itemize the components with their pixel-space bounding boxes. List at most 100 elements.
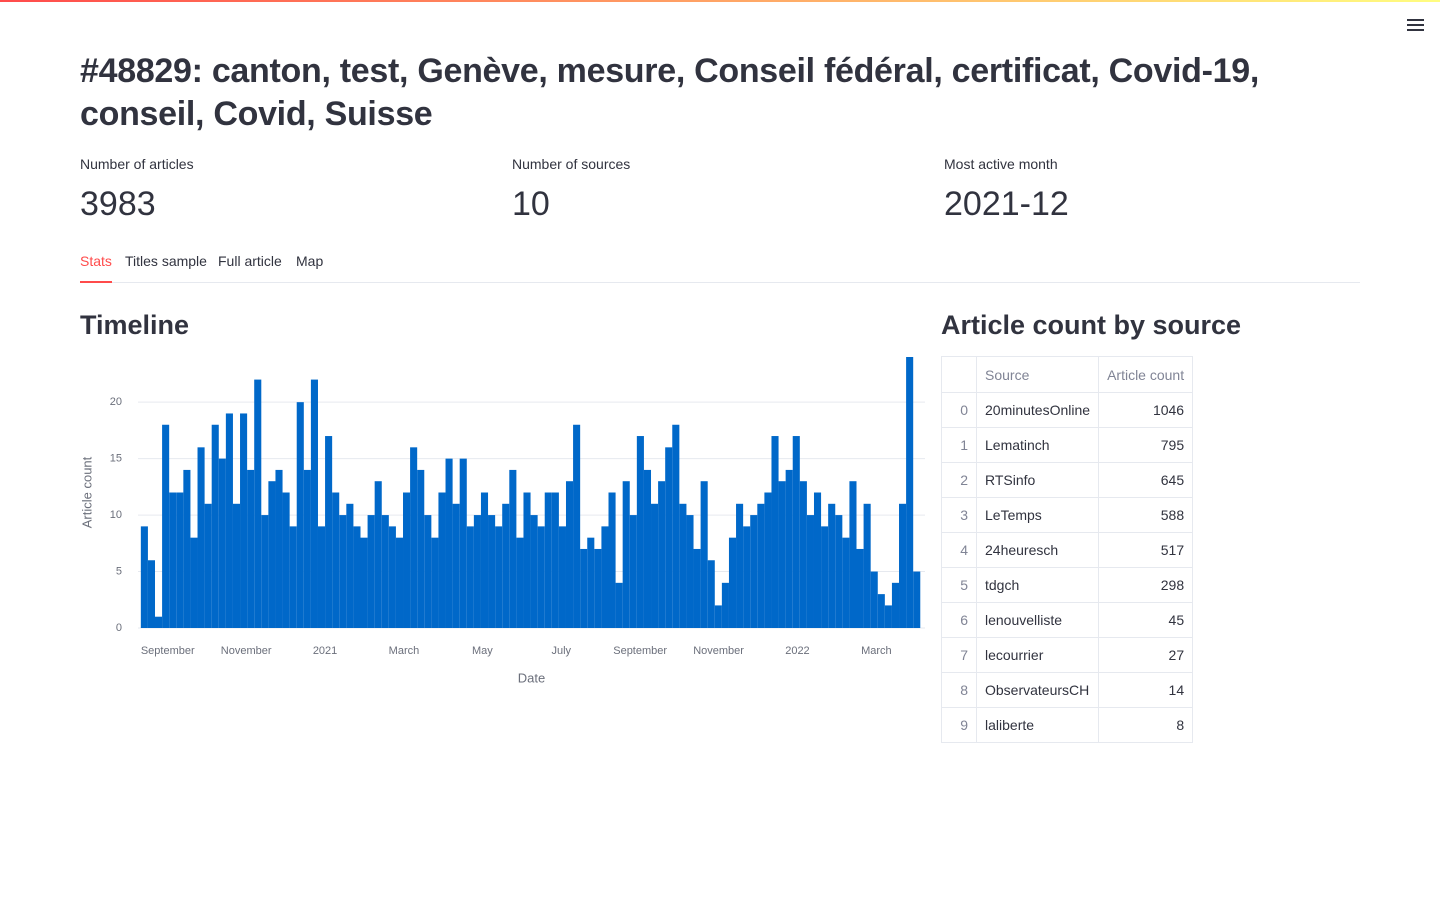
bar xyxy=(417,469,425,628)
bar xyxy=(665,447,673,628)
bar xyxy=(325,436,333,628)
tab[interactable]: Stats xyxy=(80,252,112,283)
bar xyxy=(516,537,524,628)
table-cell: 8 xyxy=(1098,707,1194,743)
bar xyxy=(651,503,659,628)
bar xyxy=(558,526,566,628)
y-tick-label: 0 xyxy=(116,622,122,634)
table-row: 7 lecourrier 27 xyxy=(941,637,1194,673)
table-header: Source Article count xyxy=(941,356,1194,393)
table-row: 5 tdgch 298 xyxy=(941,567,1194,603)
bar xyxy=(587,537,595,628)
bar xyxy=(721,582,729,628)
bar xyxy=(828,503,836,628)
bar xyxy=(523,492,531,628)
bar xyxy=(403,492,411,628)
bar xyxy=(573,424,581,628)
metric: Most active month 2021-12 xyxy=(944,155,1364,229)
bar xyxy=(289,526,297,628)
bar xyxy=(806,515,814,628)
bar xyxy=(906,357,914,628)
bar xyxy=(750,515,758,628)
bar xyxy=(410,447,418,628)
tab[interactable]: Full article xyxy=(218,253,282,269)
header-cell xyxy=(941,356,977,393)
table-cell: 45 xyxy=(1098,602,1194,638)
bar xyxy=(218,458,226,628)
row-index: 7 xyxy=(941,637,977,673)
bar xyxy=(771,436,779,628)
bar xyxy=(466,526,474,628)
bar xyxy=(360,537,368,628)
bar xyxy=(445,458,453,628)
bar xyxy=(296,402,304,628)
bar xyxy=(162,424,170,628)
bar xyxy=(459,458,467,628)
bar xyxy=(353,526,361,628)
bar xyxy=(169,492,177,628)
bar xyxy=(679,503,687,628)
x-tick-label: November xyxy=(221,645,272,657)
table-cell: LeTemps xyxy=(975,497,1100,533)
bar xyxy=(693,548,701,628)
bar xyxy=(388,526,396,628)
bar xyxy=(877,594,885,628)
bar xyxy=(155,616,163,628)
bar xyxy=(580,548,588,628)
bar xyxy=(849,481,857,628)
tab[interactable]: Map xyxy=(296,253,324,269)
bar xyxy=(488,515,496,628)
bar xyxy=(438,492,446,628)
bar xyxy=(629,515,637,628)
table-cell: 795 xyxy=(1098,427,1194,463)
y-tick-label: 5 xyxy=(116,565,122,577)
x-tick-label: 2022 xyxy=(785,645,809,657)
table-cell: lecourrier xyxy=(975,637,1100,673)
menu-button[interactable] xyxy=(1407,19,1424,32)
x-tick-label: September xyxy=(141,645,195,657)
bar xyxy=(303,469,311,628)
x-tick-label: March xyxy=(389,645,420,657)
x-axis-title: Date xyxy=(518,670,545,685)
bar xyxy=(502,503,510,628)
row-index: 4 xyxy=(941,532,977,568)
bar xyxy=(743,526,751,628)
tab[interactable]: Titles sample xyxy=(125,253,207,269)
bar xyxy=(870,571,878,628)
table-row: 8 ObservateursCH 14 xyxy=(941,672,1194,708)
bar xyxy=(728,537,737,628)
bar xyxy=(268,481,276,628)
bar xyxy=(147,560,156,628)
row-index: 6 xyxy=(941,602,977,638)
bar xyxy=(509,469,517,628)
bar xyxy=(686,515,694,628)
bar xyxy=(785,469,793,628)
table-cell: Lematinch xyxy=(975,427,1100,463)
bar xyxy=(913,571,921,628)
bar xyxy=(565,481,574,628)
bar xyxy=(714,605,722,628)
bar xyxy=(608,492,616,628)
table-row: 1 Lematinch 795 xyxy=(941,427,1194,463)
bar xyxy=(672,424,680,628)
table-cell: 517 xyxy=(1098,532,1194,568)
bar xyxy=(700,481,708,628)
y-axis-title: Article count xyxy=(80,456,94,528)
x-tick-label: May xyxy=(472,645,493,657)
table-row: 0 20minutesOnline 1046 xyxy=(941,392,1194,428)
bar xyxy=(381,515,389,628)
metric-label: Most active month xyxy=(944,156,1058,172)
table-cell: 298 xyxy=(1098,567,1194,603)
bar xyxy=(339,515,347,628)
row-index: 5 xyxy=(941,567,977,603)
table-cell: 645 xyxy=(1098,462,1194,498)
row-index: 9 xyxy=(941,707,977,743)
top-decoration xyxy=(0,0,1440,2)
table-row: 9 laliberte 8 xyxy=(941,707,1194,743)
metric-label: Number of articles xyxy=(80,156,194,172)
bar xyxy=(176,492,184,628)
bar xyxy=(778,481,786,628)
metric-value: 2021-12 xyxy=(944,185,1069,223)
source-table: Source Article count 0 20minutesOnline 1046 1… xyxy=(941,356,1194,743)
